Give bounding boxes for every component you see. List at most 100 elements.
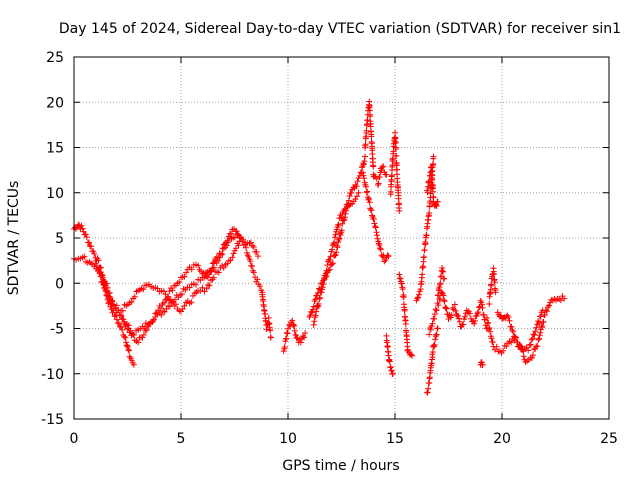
- data-point-marker: [222, 240, 228, 247]
- y-tick-label: 10: [46, 186, 64, 202]
- data-point-marker: [384, 343, 391, 349]
- data-point-marker: [254, 276, 261, 283]
- data-point-marker: [169, 287, 176, 294]
- data-point-marker: [434, 198, 441, 205]
- data-series: [92, 226, 261, 346]
- data-point-marker: [379, 253, 386, 260]
- data-point-marker: [128, 357, 135, 364]
- x-tick-label: 20: [493, 431, 511, 447]
- data-point-marker: [380, 163, 387, 170]
- data-point-marker: [402, 321, 409, 327]
- data-point-marker: [388, 172, 395, 179]
- data-point-marker: [316, 285, 322, 292]
- data-point-marker: [537, 329, 544, 336]
- x-tick-label: 15: [386, 431, 404, 447]
- data-point-marker: [400, 294, 407, 301]
- data-point-marker: [211, 259, 217, 266]
- data-point-marker: [90, 248, 97, 255]
- data-point-marker: [387, 364, 394, 371]
- data-point-marker: [493, 343, 500, 350]
- data-point-marker: [327, 253, 334, 260]
- data-point-marker: [505, 314, 512, 321]
- axis-ticks: [73, 56, 610, 420]
- data-point-marker: [419, 271, 426, 278]
- data-point-marker: [309, 306, 316, 313]
- data-point-marker: [291, 323, 298, 329]
- data-point-marker: [159, 301, 166, 308]
- data-point-marker: [561, 295, 568, 302]
- data-point-marker: [123, 339, 129, 346]
- data-point-marker: [332, 251, 339, 258]
- data-point-marker: [236, 238, 243, 245]
- data-point-marker: [337, 232, 344, 238]
- data-point-marker: [179, 306, 186, 312]
- data-point-marker: [210, 274, 217, 281]
- data-point-marker: [431, 315, 438, 322]
- data-point-marker: [140, 286, 147, 293]
- data-series: [396, 271, 416, 359]
- data-point-marker: [488, 281, 495, 288]
- data-point-marker: [527, 341, 534, 348]
- data-point-marker: [433, 203, 440, 209]
- data-point-marker: [429, 320, 436, 327]
- data-point-marker: [425, 385, 432, 392]
- data-point-marker: [535, 336, 542, 343]
- data-point-marker: [466, 310, 473, 317]
- data-point-marker: [432, 306, 439, 313]
- data-series: [310, 189, 362, 328]
- data-point-marker: [109, 298, 116, 305]
- data-point-marker: [160, 299, 167, 306]
- data-point-marker: [546, 302, 553, 309]
- data-point-marker: [250, 244, 257, 250]
- data-point-marker: [492, 289, 499, 296]
- data-point-marker: [312, 296, 319, 303]
- data-point-marker: [540, 318, 547, 325]
- data-point-marker: [363, 183, 369, 190]
- data-point-marker: [374, 232, 380, 239]
- y-tick-labels: 25 20 15 10 5 0 -5 -10 -15: [41, 50, 64, 428]
- data-point-marker: [393, 152, 400, 159]
- data-point-marker: [78, 222, 85, 229]
- data-point-marker: [484, 320, 491, 327]
- data-point-marker: [319, 284, 326, 291]
- data-point-marker: [124, 343, 131, 350]
- data-point-marker: [291, 327, 298, 334]
- data-point-marker: [421, 254, 427, 260]
- data-point-marker: [371, 220, 378, 227]
- data-point-marker: [162, 291, 169, 298]
- data-point-marker: [186, 284, 193, 291]
- data-point-marker: [448, 312, 455, 319]
- data-point-marker: [283, 329, 290, 336]
- data-point-marker: [215, 269, 222, 276]
- data-point-marker: [81, 253, 88, 260]
- data-point-marker: [426, 331, 433, 338]
- data-point-marker: [408, 351, 415, 358]
- data-point-marker: [452, 307, 459, 314]
- data-point-marker: [338, 214, 345, 221]
- data-point-marker: [370, 163, 377, 170]
- data-point-marker: [130, 331, 137, 338]
- data-point-marker: [206, 282, 213, 289]
- data-point-marker: [250, 269, 257, 276]
- data-point-marker: [329, 260, 336, 267]
- data-series: [118, 235, 244, 315]
- data-point-marker: [491, 271, 497, 278]
- data-point-marker: [318, 289, 325, 296]
- data-point-marker: [488, 335, 495, 342]
- data-point-marker: [82, 231, 89, 238]
- data-point-marker: [329, 246, 336, 253]
- data-point-marker: [126, 347, 132, 354]
- data-point-marker: [359, 169, 366, 176]
- data-point-marker: [370, 216, 377, 222]
- x-tick-label: 25: [600, 431, 618, 447]
- data-point-marker: [188, 299, 195, 306]
- data-point-marker: [426, 210, 433, 216]
- data-point-marker: [330, 241, 337, 247]
- data-point-marker: [399, 286, 406, 293]
- data-point-marker: [219, 245, 226, 252]
- data-point-marker: [375, 180, 382, 187]
- data-point-marker: [539, 307, 546, 314]
- data-point-marker: [537, 313, 544, 320]
- data-point-marker: [176, 279, 183, 285]
- data-series: [362, 98, 390, 188]
